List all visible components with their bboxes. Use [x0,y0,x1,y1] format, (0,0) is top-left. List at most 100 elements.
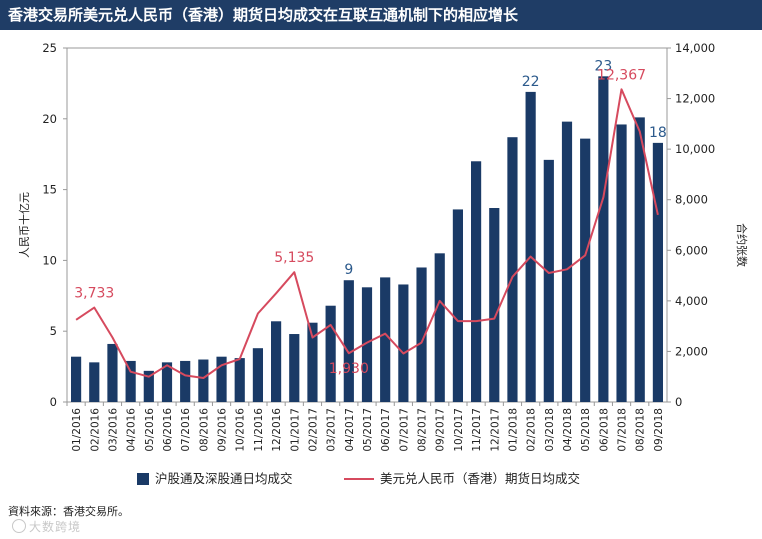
bar-03/2017 [325,305,336,402]
x-tick-label: 02/2016 [89,408,101,452]
x-axis: 01/2016 02/2016 03/2016 04/2016 05/2016 06/20… [66,402,665,452]
bar-06/2017 [380,277,391,402]
y-left-axis-label: 人民币十亿元 [17,192,31,258]
watermark-logo-icon [12,519,26,533]
bar-02/2017 [307,322,318,402]
x-tick-label: 11/2017 [471,408,483,452]
x-tick-label: 06/2016 [162,408,174,452]
bar-11/2017 [471,161,482,402]
y-right-tick-label: 4,000 [675,294,708,308]
bar-03/2018 [543,159,554,402]
y-right-tick-label: 10,000 [675,142,715,156]
y-left-tick-label: 15 [42,183,57,197]
legend: 沪股通及深股通日均成交 美元兑人民币（香港）期货日均成交 [137,471,580,486]
x-tick-label: 08/2018 [635,408,647,452]
bar-04/2016 [125,360,136,402]
line-data-label: 5,135 [274,250,314,266]
bar-07/2017 [398,284,409,402]
x-tick-label: 05/2017 [362,408,374,452]
bar-05/2018 [580,138,591,402]
bar-08/2016 [198,359,209,402]
watermark-text: 大数跨境 [29,520,82,534]
x-tick-label: 06/2018 [598,408,610,452]
line-data-label: 12,367 [597,67,646,83]
x-tick-label: 01/2018 [507,408,519,452]
bar-11/2016 [252,348,263,402]
x-tick-label: 01/2017 [289,408,301,452]
y-right-axis-label: 合约张数 [735,223,749,267]
y-left-tick-label: 5 [50,324,57,338]
x-tick-label: 06/2017 [380,408,392,452]
y-left-tick-label: 25 [42,41,57,55]
bar-10/2017 [452,209,463,402]
line-data-label: 3,733 [74,286,114,302]
bar-data-label: 23 [594,58,612,74]
bar-09/2017 [434,253,445,402]
bar-03/2016 [107,343,118,402]
watermark: 大数跨境 [12,518,81,535]
y-right-tick-label: 6,000 [675,243,708,257]
bar-01/2017 [289,334,300,402]
bar-06/2018 [598,76,609,402]
data-labels: 9 22 23 18 3,733 5,135 1,930 12,367 [74,58,667,377]
x-tick-label: 02/2018 [526,408,538,452]
y-right-tick-label: 0 [675,395,682,409]
bar-06/2016 [161,362,173,402]
line-data-label: 1,930 [329,361,369,377]
line-series-path [75,88,659,379]
x-tick-label: 07/2017 [398,408,410,452]
x-tick-label: 04/2017 [344,408,356,452]
x-tick-label: 09/2018 [653,408,665,452]
x-tick-label: 04/2016 [126,408,138,452]
legend-line-label: 美元兑人民币（香港）期货日均成交 [380,471,580,486]
y-left-tick-label: 0 [50,395,57,409]
x-tick-label: 12/2017 [489,408,501,452]
bar-12/2017 [489,208,500,402]
bar-04/2017 [343,280,354,402]
bar-data-label: 18 [649,125,667,141]
x-tick-label: 10/2017 [453,408,465,452]
x-tick-label: 09/2016 [217,408,229,452]
bar-01/2016 [71,356,82,402]
source-note: 資料來源：香港交易所。 [8,505,129,518]
x-tick-label: 08/2017 [417,408,429,452]
x-tick-label: 11/2016 [253,408,265,452]
bar-09/2016 [216,356,227,402]
bar-data-label: 9 [344,262,353,278]
x-tick-label: 08/2016 [198,408,210,452]
line-series [75,88,659,379]
legend-bar-label: 沪股通及深股通日均成交 [155,471,293,486]
x-tick-label: 03/2017 [326,408,338,452]
y-right-tick-label: 8,000 [675,193,708,207]
x-tick-label: 01/2016 [71,408,83,452]
bar-07/2018 [616,124,627,403]
y-left-axis: 0 5 10 15 20 25 [42,41,67,409]
bar-01/2018 [507,137,518,402]
y-right-tick-label: 14,000 [675,41,715,55]
chart-canvas: 0 5 10 15 20 25 0 2,000 4,000 6,000 8,000 10,000 12… [17,41,749,486]
chart-title: 香港交易所美元兑人民币（香港）期货日均成交在互联互通机制下的相应增长 [0,0,762,30]
y-right-tick-label: 2,000 [675,344,708,358]
x-tick-label: 02/2017 [307,408,319,452]
x-tick-label: 07/2018 [617,408,629,452]
x-tick-label: 10/2016 [235,408,247,452]
x-tick-label: 04/2018 [562,408,574,452]
x-tick-label: 07/2016 [180,408,192,452]
y-left-tick-label: 10 [42,253,57,267]
bar-04/2018 [561,121,573,402]
x-tick-label: 03/2016 [107,408,119,452]
bar-07/2016 [180,360,191,402]
bar-10/2016 [234,358,245,402]
y-right-axis: 0 2,000 4,000 6,000 8,000 10,000 12,000 14,000 [667,41,715,409]
y-left-tick-label: 20 [42,112,57,126]
legend-bar-swatch [137,473,149,485]
bar-05/2016 [143,370,154,402]
x-tick-label: 05/2018 [580,408,592,452]
y-right-tick-label: 12,000 [675,92,715,106]
x-tick-label: 03/2018 [544,408,556,452]
bar-12/2016 [271,321,282,402]
x-tick-label: 09/2017 [435,408,447,452]
x-tick-label: 05/2016 [144,408,156,452]
bar-data-label: 22 [522,74,540,90]
